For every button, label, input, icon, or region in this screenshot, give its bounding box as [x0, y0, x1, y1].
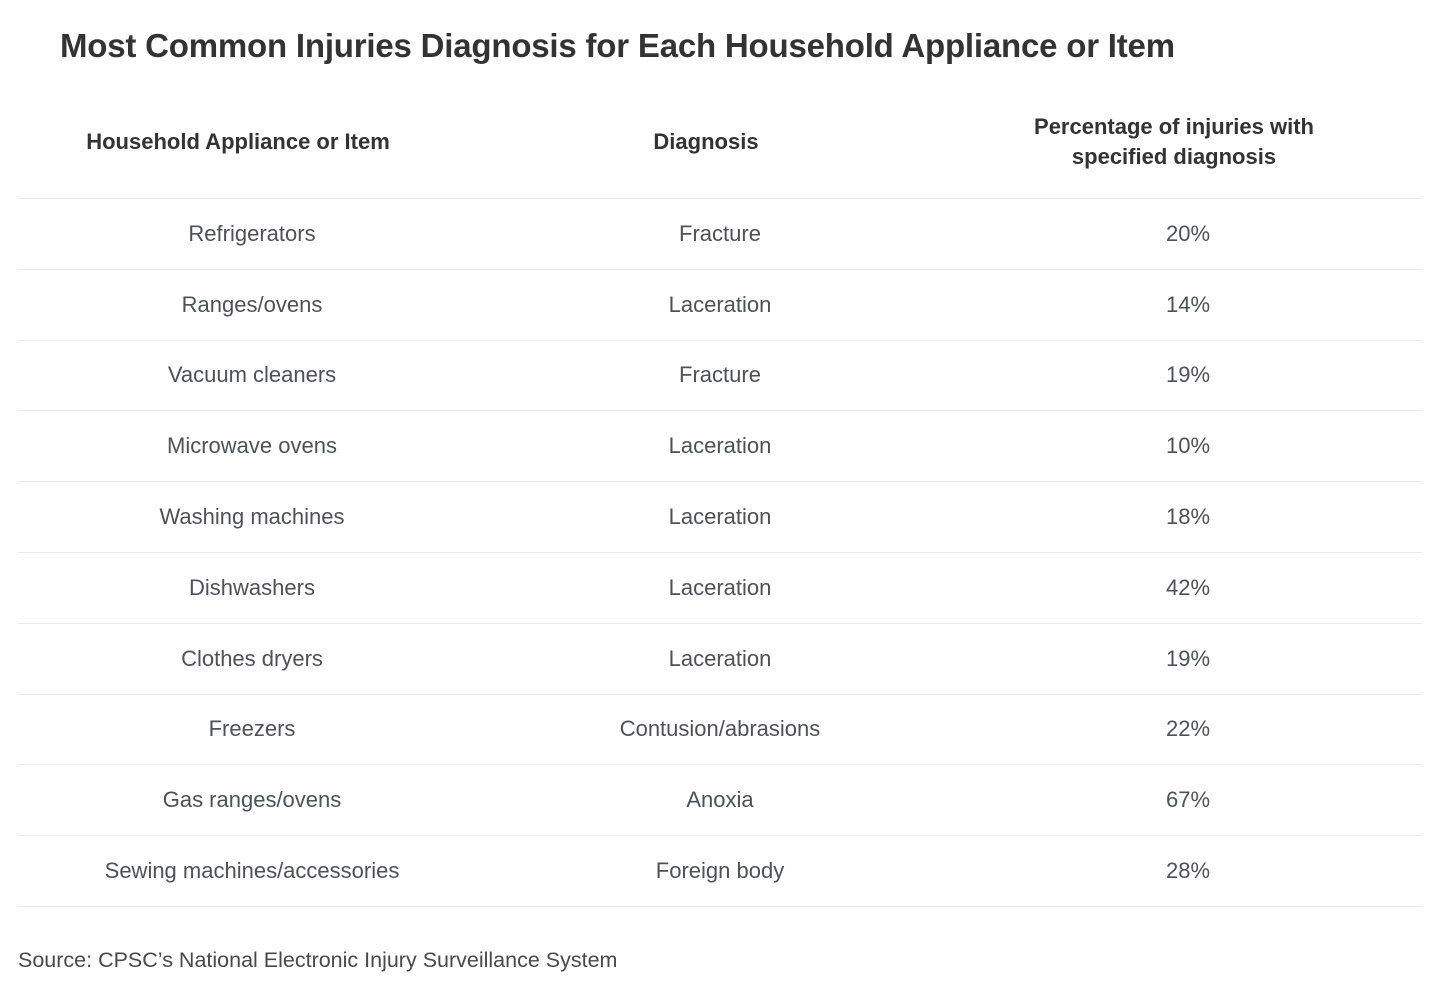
injury-table: Household Appliance or Item Diagnosis Pe… [18, 68, 1422, 907]
cell-appliance: Ranges/ovens [181, 291, 323, 317]
cell-diagnosis: Laceration [668, 645, 772, 671]
cell-appliance: Vacuum cleaners [167, 362, 337, 388]
column-header-appliance: Household Appliance or Item [4, 127, 472, 157]
table-row: Sewing machines/accessories Foreign body… [18, 835, 1422, 907]
column-header-percentage: Percentage of injuries with specified di… [940, 112, 1408, 172]
cell-diagnosis: Laceration [668, 574, 772, 600]
cell-diagnosis: Anoxia [686, 787, 754, 813]
table-row: Ranges/ovens Laceration 14% [18, 268, 1422, 340]
cell-percentage: 18% [1165, 504, 1211, 530]
cell-percentage: 28% [1165, 858, 1211, 884]
cell-appliance: Dishwashers [189, 574, 315, 600]
table-row: Vacuum cleaners Fracture 19% [18, 339, 1422, 411]
table-row: Washing machines Laceration 18% [18, 481, 1422, 552]
cell-appliance: Sewing machines/accessories [104, 858, 400, 884]
table-body: Refrigerators Fracture 20% Ranges/ovens … [18, 198, 1422, 907]
cell-percentage: 19% [1165, 362, 1211, 388]
table-row: Clothes dryers Laceration 19% [18, 622, 1422, 694]
table-row: Refrigerators Fracture 20% [18, 198, 1422, 269]
cell-appliance: Refrigerators [188, 220, 316, 246]
table-row: Gas ranges/ovens Anoxia 67% [18, 764, 1422, 835]
cell-percentage: 67% [1165, 787, 1211, 813]
table-row: Microwave ovens Laceration 10% [18, 410, 1422, 481]
cell-appliance: Gas ranges/ovens [162, 787, 342, 813]
cell-diagnosis: Fracture [679, 362, 761, 388]
cell-diagnosis: Laceration [668, 433, 772, 459]
column-header-diagnosis: Diagnosis [472, 127, 940, 157]
cell-diagnosis: Foreign body [655, 858, 785, 884]
column-header-appliance-label: Household Appliance or Item [86, 129, 390, 154]
cell-appliance: Freezers [208, 716, 296, 742]
cell-diagnosis: Fracture [679, 220, 761, 246]
table-row: Dishwashers Laceration 42% [18, 551, 1422, 623]
cell-diagnosis: Contusion/abrasions [619, 716, 821, 742]
cell-percentage: 20% [1165, 220, 1211, 246]
column-header-diagnosis-label: Diagnosis [653, 129, 759, 154]
column-header-percentage-label: Percentage of injuries with specified di… [1034, 114, 1314, 169]
table-header-row: Household Appliance or Item Diagnosis Pe… [18, 68, 1422, 198]
cell-percentage: 42% [1165, 574, 1211, 600]
source-note: Source: CPSC’s National Electronic Injur… [18, 947, 618, 972]
page-title: Most Common Injuries Diagnosis for Each … [60, 27, 1175, 64]
cell-percentage: 22% [1165, 716, 1211, 742]
cell-percentage: 19% [1165, 645, 1211, 671]
cell-percentage: 10% [1165, 433, 1211, 459]
cell-diagnosis: Laceration [668, 291, 772, 317]
cell-appliance: Clothes dryers [181, 645, 323, 671]
cell-appliance: Washing machines [159, 504, 345, 530]
cell-percentage: 14% [1165, 291, 1211, 317]
cell-diagnosis: Laceration [668, 504, 772, 530]
table-row: Freezers Contusion/abrasions 22% [18, 693, 1422, 765]
cell-appliance: Microwave ovens [167, 433, 337, 459]
